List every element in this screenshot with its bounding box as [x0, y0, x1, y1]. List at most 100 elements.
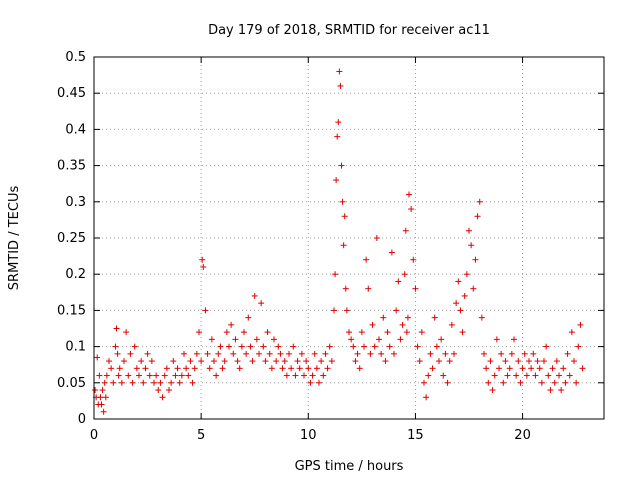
data-point — [258, 300, 265, 307]
data-point — [294, 358, 301, 365]
y-tick-label: 0.05 — [57, 376, 86, 391]
data-point — [219, 365, 226, 372]
y-tick-label: 0.4 — [65, 122, 86, 137]
data-point — [575, 343, 582, 350]
data-point — [142, 365, 149, 372]
y-tick-label: 0 — [78, 412, 86, 427]
data-point — [468, 242, 475, 249]
data-point — [526, 358, 532, 365]
data-point — [138, 358, 145, 365]
data-point — [466, 227, 472, 234]
data-point — [262, 358, 269, 365]
data-point — [571, 358, 577, 365]
data-point — [275, 343, 282, 350]
data-point — [406, 191, 412, 198]
data-point — [116, 365, 123, 372]
data-point — [459, 329, 466, 336]
data-point — [496, 365, 502, 372]
data-point — [442, 350, 449, 357]
data-point — [103, 372, 110, 379]
data-point — [342, 285, 349, 292]
data-point — [340, 242, 347, 249]
data-point — [391, 350, 397, 357]
data-point — [170, 358, 177, 365]
data-point — [549, 365, 556, 372]
data-point — [121, 358, 127, 365]
data-point — [504, 372, 511, 379]
data-point — [144, 350, 151, 357]
data-point — [172, 372, 179, 379]
y-tick-label: 0.35 — [57, 159, 86, 174]
data-point — [485, 379, 492, 386]
data-point — [129, 379, 136, 386]
data-point — [198, 358, 205, 365]
data-point — [440, 372, 447, 379]
data-point — [157, 379, 164, 386]
data-point — [332, 271, 339, 278]
x-tick-label: 5 — [197, 428, 205, 443]
data-point — [534, 358, 541, 365]
data-point — [354, 350, 361, 357]
data-point — [96, 372, 103, 379]
data-point — [196, 329, 202, 336]
data-point — [311, 350, 318, 357]
data-point — [481, 350, 487, 357]
data-point — [404, 314, 411, 321]
data-point — [446, 358, 453, 365]
data-point — [474, 213, 481, 220]
data-point — [532, 372, 539, 379]
y-tick-label: 0.1 — [65, 340, 86, 355]
data-point — [451, 350, 457, 357]
data-point — [448, 321, 455, 328]
data-point — [114, 350, 121, 357]
data-point — [402, 227, 409, 234]
data-point — [187, 358, 194, 365]
data-point — [183, 365, 190, 372]
data-point — [513, 372, 520, 379]
data-point — [161, 372, 168, 379]
data-point — [470, 285, 477, 292]
data-point — [562, 379, 569, 386]
data-point — [393, 307, 400, 314]
data-point — [483, 365, 490, 372]
data-point — [444, 379, 451, 386]
data-point — [140, 379, 147, 386]
data-point — [281, 358, 288, 365]
data-point — [399, 321, 406, 328]
data-point — [410, 256, 417, 263]
data-point — [94, 354, 101, 361]
data-point — [361, 343, 367, 350]
x-tick-label: 15 — [407, 428, 424, 443]
data-point — [352, 358, 359, 365]
data-point — [500, 379, 507, 386]
data-point — [199, 256, 206, 263]
y-tick-label: 0.15 — [57, 303, 86, 318]
data-point — [328, 358, 335, 365]
data-point — [487, 358, 494, 365]
data-point — [418, 329, 425, 336]
data-point — [358, 329, 365, 336]
data-point — [558, 387, 565, 394]
data-point — [577, 321, 584, 328]
data-point — [433, 343, 440, 350]
data-point — [564, 350, 571, 357]
data-point — [98, 401, 105, 408]
data-point — [301, 372, 307, 379]
data-point — [288, 365, 295, 372]
data-point — [356, 365, 363, 372]
data-point — [457, 307, 464, 314]
data-point — [245, 314, 252, 321]
data-point — [335, 119, 342, 126]
data-point — [123, 329, 130, 336]
data-point — [382, 358, 389, 365]
data-point — [168, 379, 175, 386]
data-point — [506, 365, 513, 372]
data-point — [313, 365, 320, 372]
data-point — [397, 336, 404, 343]
data-point — [573, 379, 580, 386]
data-point — [425, 372, 432, 379]
data-point — [326, 343, 333, 350]
data-point — [376, 336, 382, 343]
data-point — [476, 198, 483, 205]
data-point — [286, 350, 292, 357]
